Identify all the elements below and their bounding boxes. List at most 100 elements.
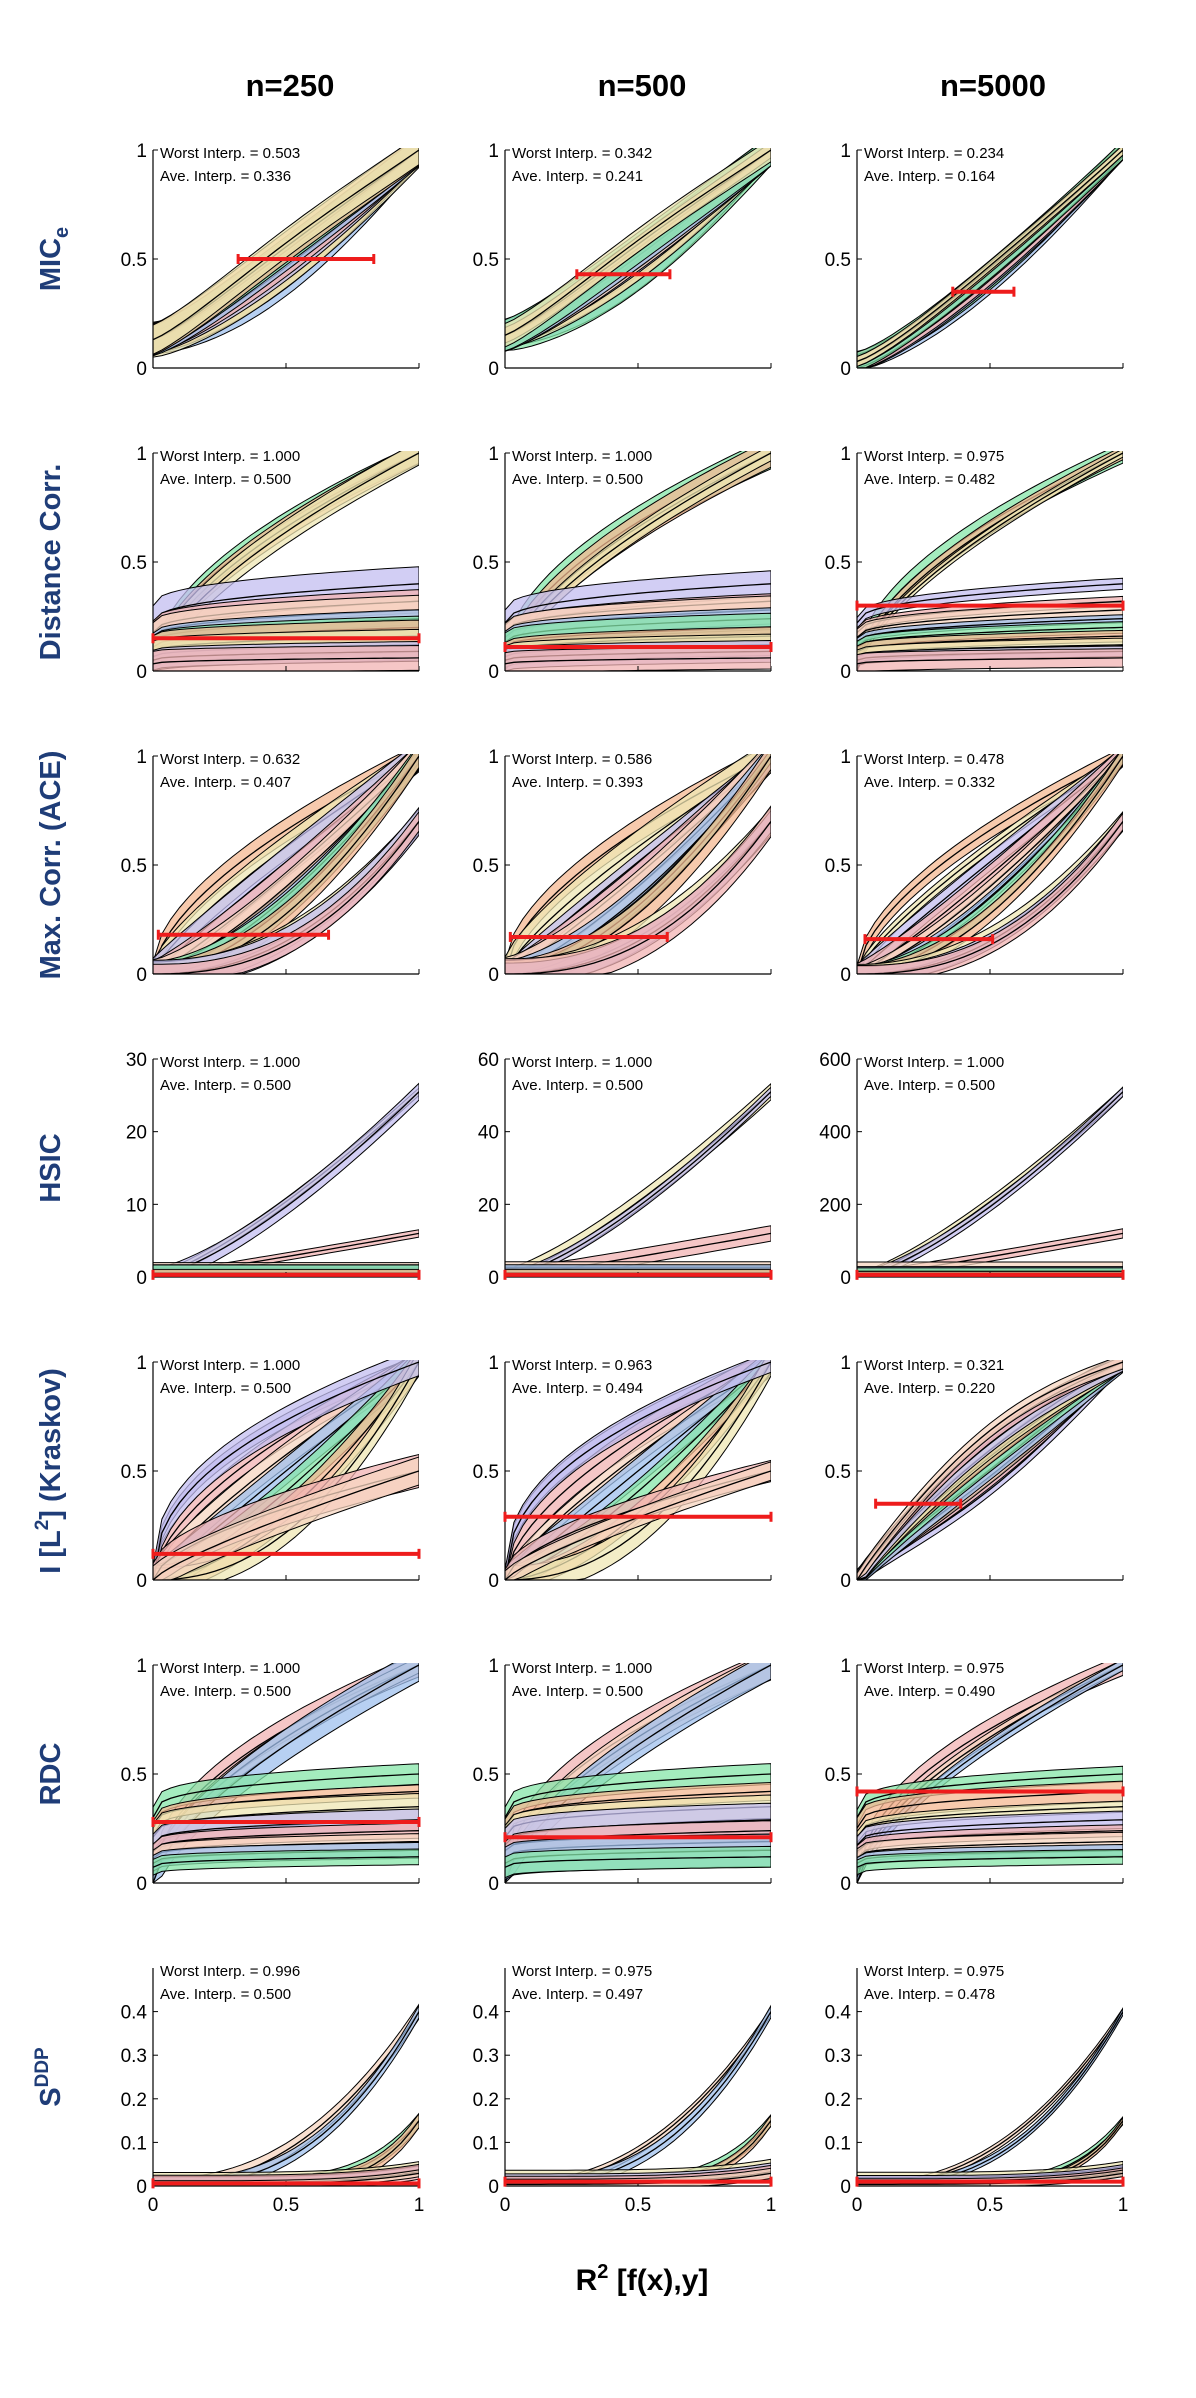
y-tick-label: 0.1 [473, 2133, 499, 2154]
band-group [857, 1086, 1123, 1277]
band-group [505, 754, 771, 974]
panel-r5c2: 0 0.5 1 Worst Interp. = 0.975 Ave. Interp. =… [825, 1656, 1125, 1895]
y-tick-label: 0 [840, 2177, 851, 2198]
y-tick-label: 0.5 [473, 250, 499, 271]
y-tick-label: 20 [126, 1123, 147, 1144]
panel-r3c1: 0 20 40 60 Worst Interp. = 1.000 Ave. Interp.… [478, 1050, 773, 1289]
y-tick-label: 0.5 [473, 1462, 499, 1483]
ave-interp-label: Ave. Interp. = 0.336 [160, 168, 291, 185]
y-tick-label: 0.3 [121, 2046, 147, 2067]
band-median-3 [505, 583, 771, 624]
y-tick-label: 0 [136, 359, 147, 380]
row-title-5: RDC [35, 1743, 67, 1806]
col-title-n5000: n=5000 [940, 68, 1046, 103]
band-9 [505, 1461, 771, 1580]
band-group [857, 754, 1123, 974]
band-7 [153, 1360, 419, 1580]
ave-interp-label: Ave. Interp. = 0.482 [864, 471, 995, 488]
band-median-10 [505, 1856, 771, 1868]
band-10 [857, 812, 1123, 974]
band-median-0 [153, 1091, 419, 1277]
y-tick-label: 1 [136, 747, 147, 768]
worst-interp-label: Worst Interp. = 1.000 [512, 448, 652, 465]
band-median-10 [505, 821, 771, 974]
xlabel-sup: 2 [597, 2261, 608, 2283]
band-median-10 [153, 821, 419, 974]
row-title-6: SDDP [32, 2047, 67, 2107]
y-tick-label: 0 [136, 965, 147, 986]
band-group [505, 2004, 771, 2186]
col-title-n500: n=500 [598, 68, 687, 103]
band-median-3 [153, 1773, 419, 1818]
y-tick-label: 60 [478, 1050, 499, 1071]
y-tick-label: 0.5 [121, 553, 147, 574]
band-median-3 [153, 583, 419, 624]
ave-interp-label: Ave. Interp. = 0.497 [512, 1986, 643, 2003]
y-tick-label: 0.4 [825, 2003, 852, 2024]
band-group [505, 148, 771, 352]
worst-interp-label: Worst Interp. = 0.321 [864, 1357, 1004, 1374]
y-tick-label: 1 [136, 1656, 147, 1677]
panel-r1c0: 0 0.5 1 Worst Interp. = 1.000 Ave. Interp. =… [121, 444, 421, 683]
band-median-6 [153, 1361, 419, 1580]
ave-interp-label: Ave. Interp. = 0.500 [160, 1986, 291, 2003]
band-0 [857, 1086, 1123, 1277]
band-median-0 [857, 1091, 1123, 1277]
y-tick-label: 0.2 [473, 2090, 499, 2111]
band-8 [857, 148, 1123, 368]
band-median-7 [857, 626, 1123, 648]
ave-interp-label: Ave. Interp. = 0.478 [864, 1986, 995, 2003]
worst-interp-label: Worst Interp. = 0.996 [160, 1963, 300, 1980]
worst-interp-label: Worst Interp. = 0.975 [864, 1963, 1004, 1980]
row-title-sup: DDP [32, 2047, 53, 2087]
y-tick-label: 1 [840, 747, 851, 768]
worst-interp-label: Worst Interp. = 1.000 [864, 1054, 1004, 1071]
ave-interp-label: Ave. Interp. = 0.500 [160, 471, 291, 488]
y-tick-label: 0 [136, 1571, 147, 1592]
band-median-10 [505, 149, 771, 336]
panel-r3c0: 0 10 20 30 Worst Interp. = 1.000 Ave. Interp.… [126, 1050, 421, 1289]
ave-interp-label: Ave. Interp. = 0.500 [160, 1683, 291, 1700]
row-title-main: MIC [35, 238, 67, 291]
band-median-10 [153, 149, 419, 341]
xlabel-tail: [f(x),y] [608, 2264, 708, 2297]
ave-interp-label: Ave. Interp. = 0.407 [160, 774, 291, 791]
y-tick-label: 40 [478, 1123, 499, 1144]
band-median-6 [505, 1361, 771, 1580]
row-title-main: HSIC [35, 1133, 67, 1202]
band-median-10 [153, 1856, 419, 1868]
ave-interp-label: Ave. Interp. = 0.500 [512, 1683, 643, 1700]
x-tick-label: 0 [500, 2195, 511, 2216]
y-tick-label: 0 [840, 1268, 851, 1289]
band-10 [505, 1845, 771, 1879]
band-group [857, 1360, 1123, 1580]
row-title-sub: e [51, 227, 73, 238]
x-tick-label: 1 [1118, 2195, 1129, 2216]
worst-interp-label: Worst Interp. = 1.000 [160, 448, 300, 465]
y-tick-label: 0.5 [825, 1462, 851, 1483]
band-10 [857, 148, 1123, 367]
y-tick-label: 0.5 [825, 250, 851, 271]
x-tick-label: 1 [766, 2195, 777, 2216]
band-group [505, 1663, 771, 1883]
y-tick-label: 1 [136, 141, 147, 162]
band-7 [505, 1360, 771, 1580]
band-group [153, 1360, 419, 1580]
band-group [857, 451, 1123, 671]
y-tick-label: 1 [136, 444, 147, 465]
band-median-11 [857, 657, 1123, 665]
x-tick-label: 0.5 [977, 2195, 1003, 2216]
y-tick-label: 0.5 [473, 1765, 499, 1786]
y-tick-label: 0 [136, 2177, 147, 2198]
band-2 [857, 451, 1123, 671]
panel-r2c2: 0 0.5 1 Worst Interp. = 0.478 Ave. Interp. =… [825, 747, 1124, 986]
y-tick-label: 600 [819, 1050, 851, 1071]
y-tick-label: 1 [488, 1353, 499, 1374]
column-titles: n=250 n=500 n=5000 [246, 68, 1046, 103]
y-tick-label: 1 [488, 1656, 499, 1677]
band-1 [505, 1086, 771, 1277]
y-tick-label: 0.1 [825, 2133, 851, 2154]
ave-interp-label: Ave. Interp. = 0.500 [512, 471, 643, 488]
y-tick-label: 0.5 [825, 553, 851, 574]
band-10 [857, 1848, 1123, 1876]
